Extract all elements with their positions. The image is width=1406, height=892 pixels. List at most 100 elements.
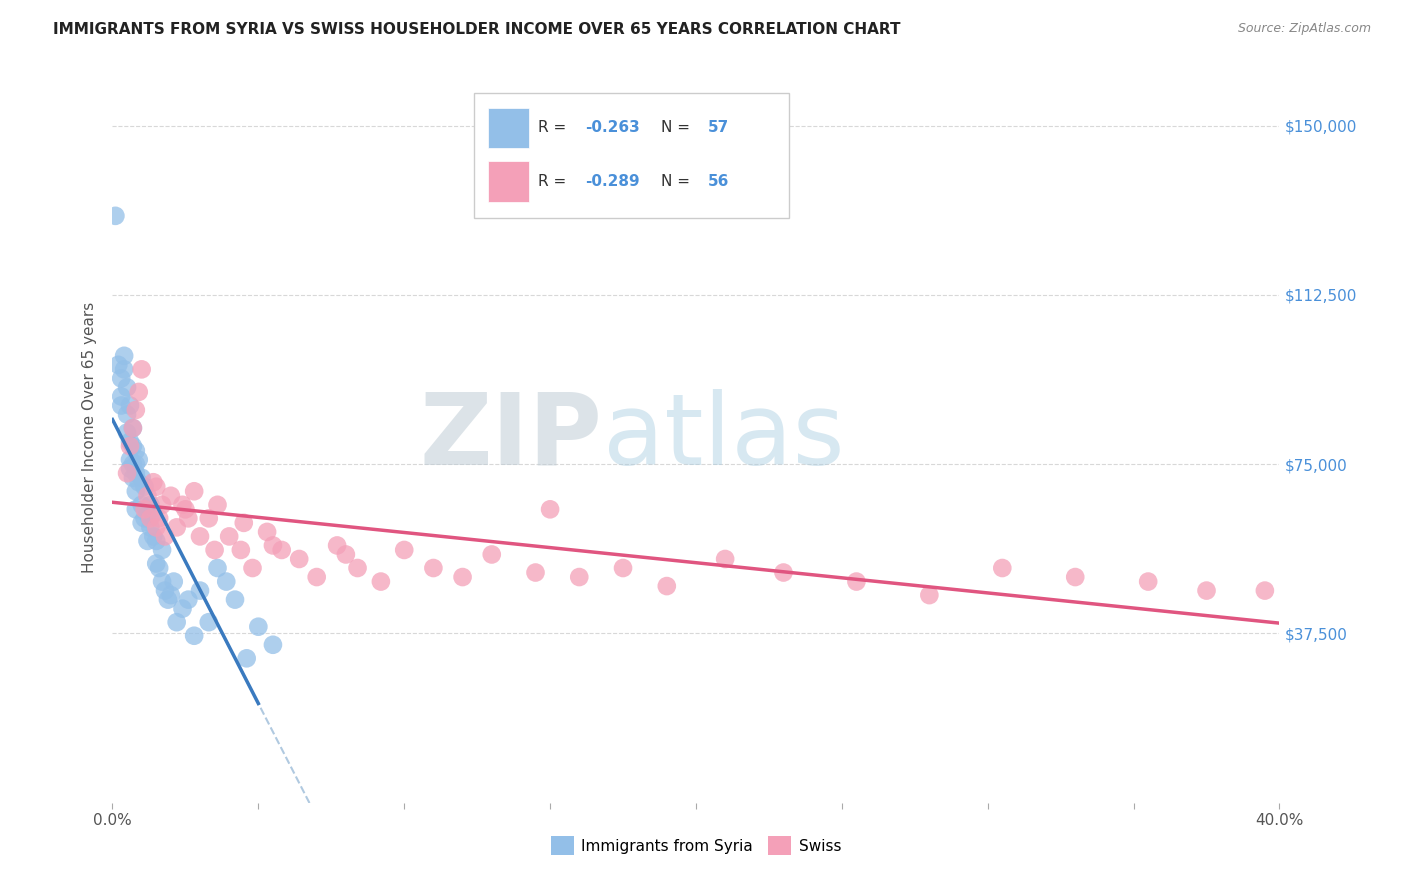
Point (115, 408, 138, 422)
Point (104, 209, 127, 223)
Point (204, 543, 226, 558)
Point (183, 484, 205, 499)
Point (118, 461, 141, 475)
Point (125, 484, 148, 499)
Point (262, 538, 284, 552)
Point (150, 543, 173, 558)
Point (242, 561, 264, 575)
Point (247, 620, 270, 634)
Text: R =: R = (538, 174, 572, 188)
Point (163, 574, 186, 589)
Point (112, 349, 135, 363)
Point (110, 389, 132, 403)
Point (115, 466, 138, 480)
Point (538, 502, 561, 516)
Point (136, 489, 159, 503)
Point (918, 588, 941, 602)
Point (150, 498, 173, 512)
Point (112, 362, 135, 376)
Point (845, 574, 868, 589)
Point (207, 498, 229, 512)
Point (160, 489, 183, 503)
Point (197, 511, 219, 525)
Legend: Immigrants from Syria, Swiss: Immigrants from Syria, Swiss (544, 830, 848, 861)
Point (131, 516, 153, 530)
Point (224, 592, 246, 607)
Point (118, 434, 141, 449)
Point (115, 380, 138, 394)
Point (188, 529, 211, 543)
Point (1195, 583, 1218, 598)
Point (288, 552, 311, 566)
Point (125, 457, 148, 471)
Bar (488, 108, 529, 148)
Point (122, 457, 145, 471)
Point (125, 502, 148, 516)
Point (166, 615, 188, 630)
Text: atlas: atlas (603, 389, 844, 485)
Point (131, 498, 153, 512)
Point (714, 552, 737, 566)
Point (172, 601, 194, 615)
Point (568, 570, 591, 584)
Point (131, 362, 153, 376)
Text: Source: ZipAtlas.com: Source: ZipAtlas.com (1237, 22, 1371, 36)
Point (139, 511, 162, 525)
Text: ZIP: ZIP (420, 389, 603, 485)
Point (153, 529, 176, 543)
Point (1137, 574, 1160, 589)
Text: N =: N = (661, 120, 695, 136)
Point (134, 502, 156, 516)
Point (183, 629, 205, 643)
Point (174, 502, 197, 516)
Point (118, 452, 141, 467)
Point (145, 557, 167, 571)
Point (262, 638, 284, 652)
Point (156, 592, 179, 607)
Point (177, 511, 200, 525)
Point (172, 498, 194, 512)
Point (370, 574, 392, 589)
Point (1254, 583, 1277, 598)
Text: -0.289: -0.289 (585, 174, 640, 188)
Point (136, 507, 159, 521)
Point (142, 507, 165, 521)
Point (346, 561, 368, 575)
Point (134, 511, 156, 525)
Y-axis label: Householder Income Over 65 years: Householder Income Over 65 years (82, 301, 97, 573)
Point (150, 574, 173, 589)
Point (166, 520, 188, 534)
Point (118, 399, 141, 413)
Point (481, 548, 503, 562)
Point (122, 471, 145, 485)
Point (139, 520, 162, 534)
Point (145, 520, 167, 534)
Text: 57: 57 (707, 120, 728, 136)
Point (118, 439, 141, 453)
Point (256, 524, 278, 539)
Point (229, 543, 252, 558)
Point (335, 548, 357, 562)
Point (122, 421, 145, 435)
Point (125, 403, 148, 417)
Point (235, 651, 257, 665)
Text: R =: R = (538, 120, 572, 136)
Text: -0.263: -0.263 (585, 120, 640, 136)
Point (139, 498, 162, 512)
Point (772, 566, 794, 580)
FancyBboxPatch shape (474, 94, 789, 218)
Point (160, 588, 183, 602)
Point (145, 480, 167, 494)
Point (145, 533, 167, 548)
Point (1064, 570, 1087, 584)
Point (136, 533, 159, 548)
Point (142, 529, 165, 543)
Point (612, 561, 634, 575)
Point (128, 452, 150, 467)
Point (270, 543, 292, 558)
Point (134, 480, 156, 494)
Point (142, 475, 165, 490)
Point (128, 475, 150, 490)
Point (524, 566, 547, 580)
Point (110, 371, 132, 385)
